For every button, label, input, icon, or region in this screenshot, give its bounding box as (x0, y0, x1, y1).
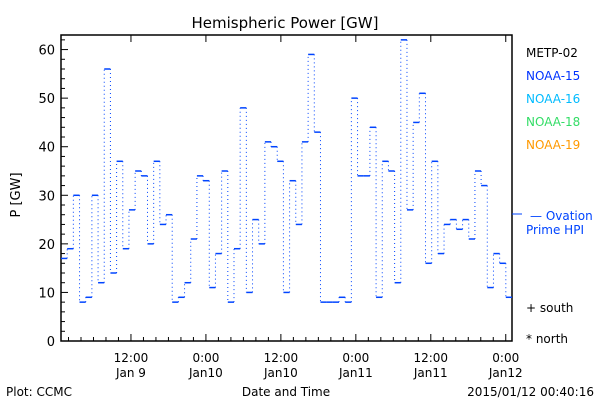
x-tick-label-date: Jan11 (338, 366, 373, 380)
ovation-label-1: — Ovation (530, 209, 593, 223)
x-tick-label-time: 0:00 (342, 351, 369, 365)
legend-item: NOAA-15 (526, 69, 580, 83)
south-marker-label: + south (526, 301, 573, 315)
chart-title: Hemispheric Power [GW] (192, 14, 379, 32)
x-tick-label-time: 0:00 (192, 351, 219, 365)
ovation-label-2: Prime HPI (526, 223, 584, 237)
legend-item: NOAA-16 (526, 92, 580, 106)
plot-frame (60, 34, 513, 342)
legend-item: NOAA-19 (526, 138, 580, 152)
y-tick-label: 50 (38, 92, 55, 107)
x-tick-label-time: 12:00 (264, 351, 299, 365)
y-tick-label: 60 (38, 44, 55, 59)
y-tick-label: 0 (47, 335, 55, 350)
y-tick-label: 40 (38, 141, 55, 156)
y-tick-label: 10 (38, 286, 55, 301)
x-tick-label-date: Jan10 (263, 366, 298, 380)
x-tick-label-time: 12:00 (114, 351, 149, 365)
footer-timestamp: 2015/01/12 00:40:16 (467, 385, 594, 399)
legend-item: NOAA-18 (526, 115, 580, 129)
x-axis-label: Date and Time (242, 385, 330, 399)
x-tick-label-date: Jan 9 (115, 366, 146, 380)
north-marker-label: * north (526, 332, 568, 346)
y-tick-label: 30 (38, 189, 55, 204)
x-tick-label-date: Jan10 (188, 366, 223, 380)
footer-left: Plot: CCMC (6, 385, 72, 399)
x-tick-label-date: Jan12 (488, 366, 523, 380)
y-tick-label: 20 (38, 238, 55, 253)
legend-item: METP-02 (526, 46, 578, 60)
x-tick-label-date: Jan11 (413, 366, 448, 380)
y-axis-label: P [GW] (9, 172, 24, 217)
x-tick-label-time: 0:00 (492, 351, 519, 365)
x-tick-label-time: 12:00 (413, 351, 448, 365)
